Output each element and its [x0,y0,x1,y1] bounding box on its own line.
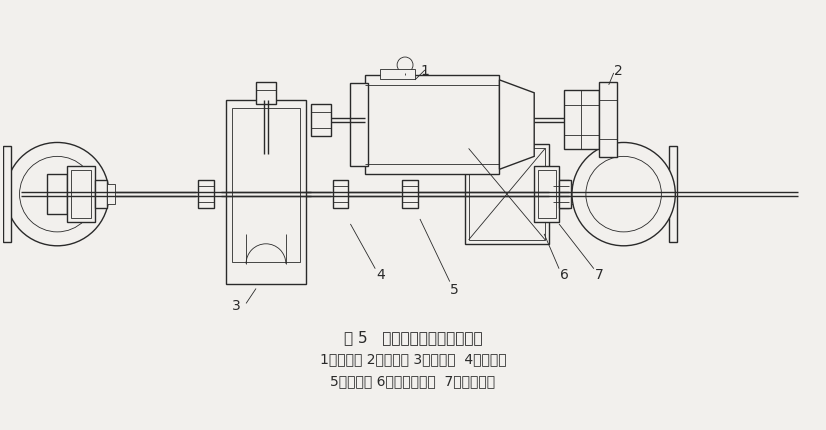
Text: 1: 1 [420,64,430,78]
Text: 图 5   小车运行机构传动系统图: 图 5 小车运行机构传动系统图 [344,329,482,344]
Bar [539,171,556,218]
Text: 3: 3 [232,299,240,313]
Bar [198,181,214,209]
Circle shape [586,157,662,232]
Circle shape [397,58,413,74]
Text: 5、联轴器 6、角形轴承笱  7、小车车轮: 5、联轴器 6、角形轴承笱 7、小车车轮 [330,373,496,387]
Bar [350,84,368,167]
Text: 6: 6 [559,267,568,281]
Bar [559,181,571,209]
Bar [612,175,635,215]
Circle shape [6,143,109,246]
Bar [47,175,67,215]
Bar [669,147,677,242]
Text: 4: 4 [376,267,385,281]
Bar [465,145,549,244]
Polygon shape [500,81,534,170]
Bar [468,149,545,240]
Bar [232,108,300,262]
Bar [380,70,415,80]
Text: 5: 5 [450,282,459,296]
Bar [67,167,95,222]
Bar [107,185,115,205]
Bar [534,167,559,222]
Text: 2: 2 [615,64,623,78]
Bar [311,104,330,136]
Bar [256,83,276,104]
Bar [365,76,500,175]
Bar [599,83,617,158]
Text: 1、电动机 2、制动器 3、减速器  4、补偿轴: 1、电动机 2、制动器 3、减速器 4、补偿轴 [320,351,506,365]
Bar [402,181,418,209]
Bar [2,147,11,242]
Bar [564,91,599,150]
Text: 7: 7 [595,267,603,281]
Circle shape [572,143,676,246]
Bar [553,181,569,209]
Bar [333,181,349,209]
Bar [226,101,306,284]
Bar [95,181,107,209]
Circle shape [20,157,95,232]
Bar [71,171,91,218]
Bar [571,185,579,205]
